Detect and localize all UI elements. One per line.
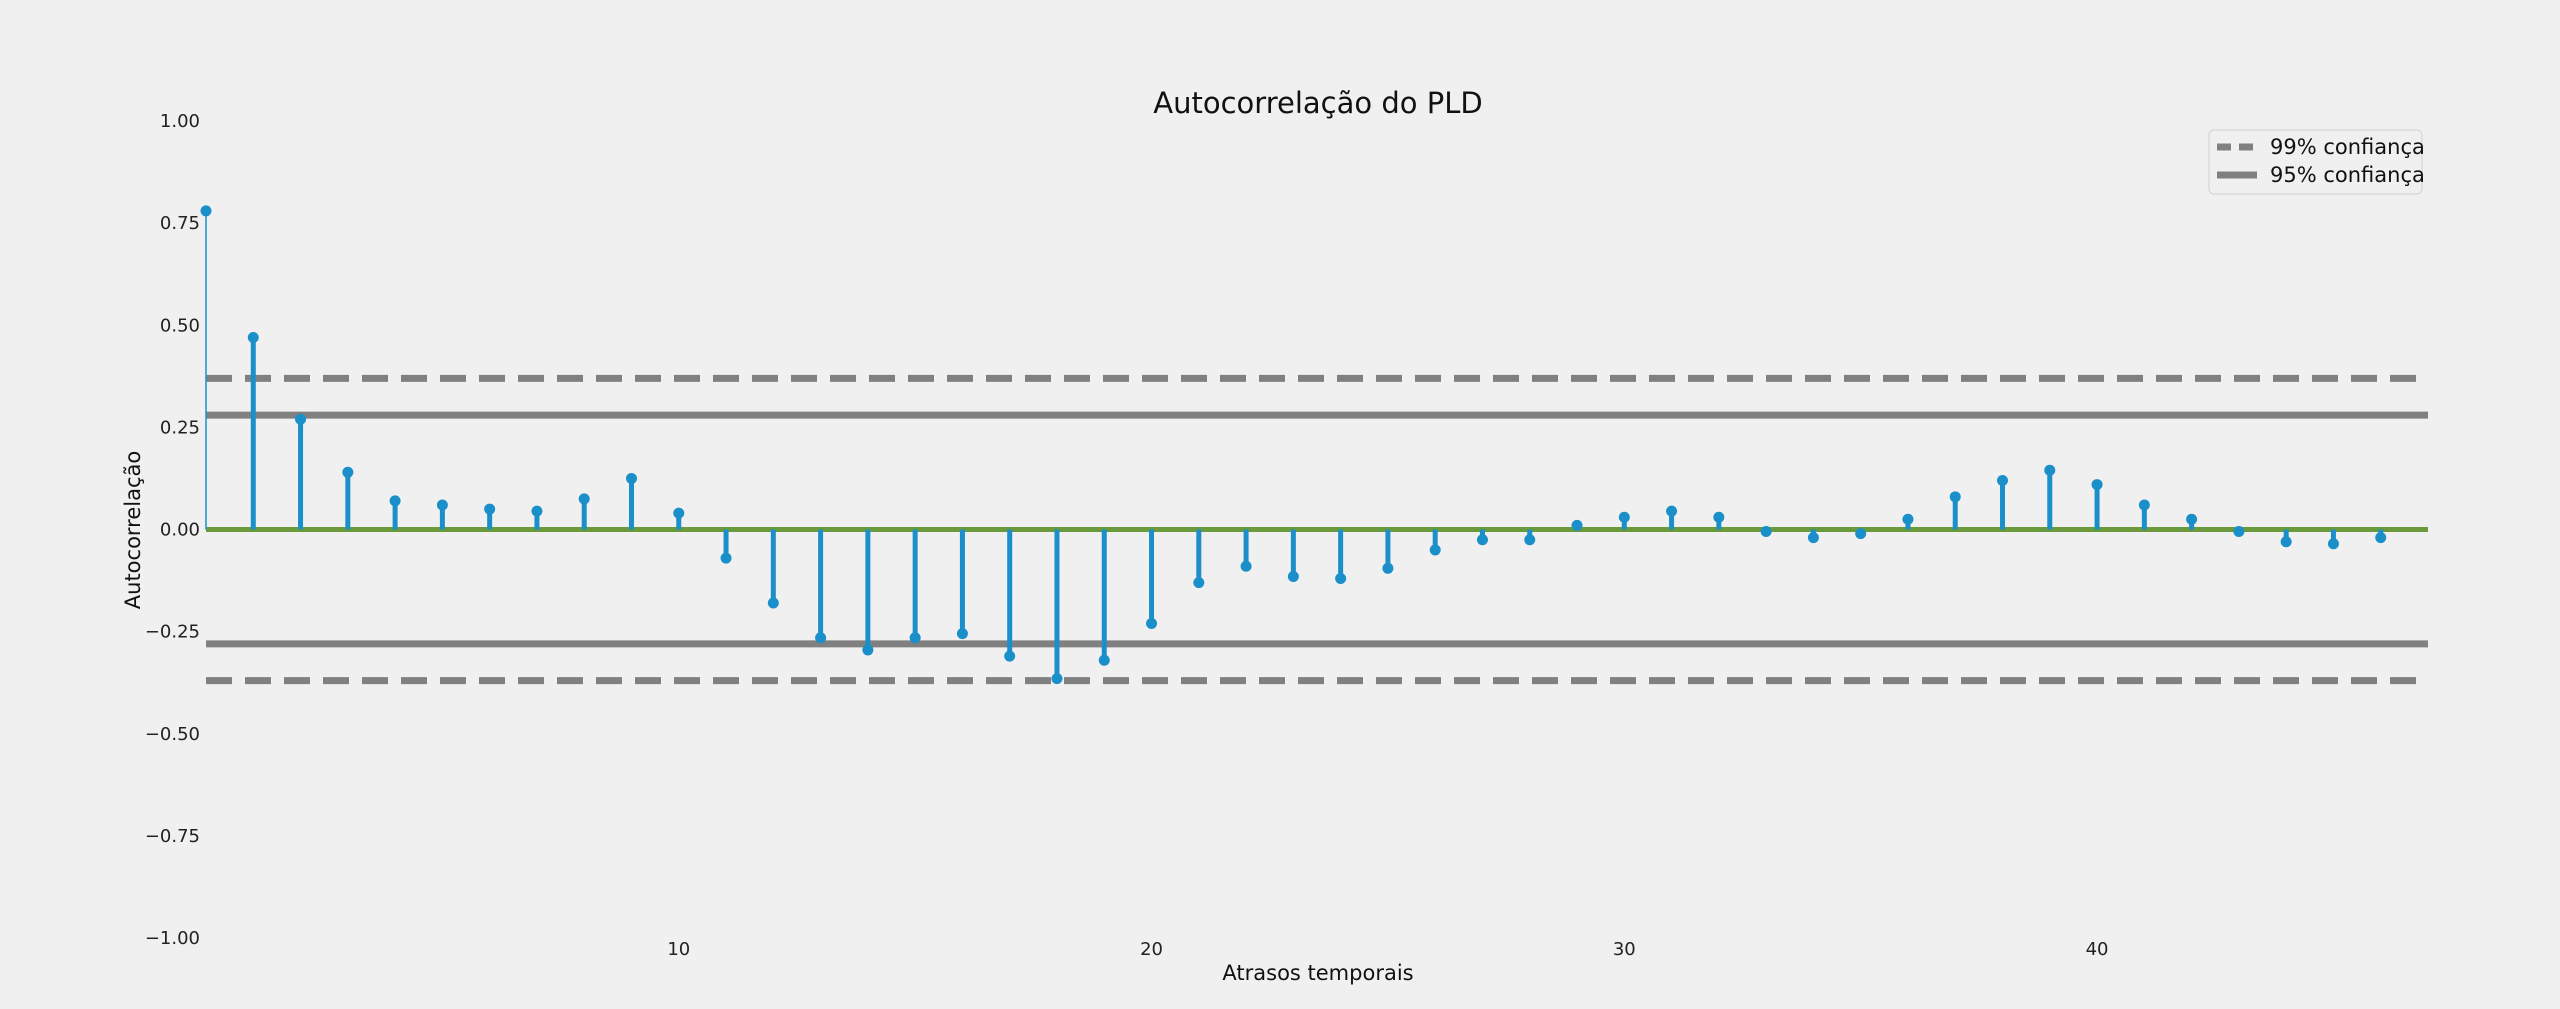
stem-marker — [1287, 570, 1299, 582]
legend-label: 95% confiança — [2270, 163, 2425, 187]
x-axis-ticks: 10 20 30 40 — [667, 939, 2108, 960]
stem-marker — [2138, 499, 2150, 511]
y-axis-title: Autocorrelação — [121, 451, 145, 609]
y-axis-ticks: 1.00 0.75 0.50 0.25 0.00 −0.25 −0.50 −0.75 −1.00 — [145, 111, 200, 949]
stem-marker — [484, 503, 496, 515]
stem-marker — [1476, 534, 1488, 546]
stem-marker — [1949, 491, 1961, 503]
stem-marker — [578, 493, 590, 505]
stem-marker — [2280, 536, 2292, 548]
y-tick-label: −1.00 — [145, 928, 200, 949]
stem-marker — [1098, 654, 1110, 666]
stem-marker — [1855, 528, 1867, 540]
stem-marker — [1666, 505, 1678, 517]
x-tick-label: 20 — [1140, 939, 1163, 960]
y-tick-label: −0.25 — [145, 622, 200, 643]
stem-marker — [1997, 474, 2009, 486]
stem-marker — [1429, 544, 1441, 556]
stem-marker — [436, 499, 448, 511]
stem-marker — [1382, 562, 1394, 574]
stem-marker — [2091, 479, 2103, 491]
stem-marker — [909, 632, 921, 644]
stem-marker — [1807, 532, 1819, 544]
x-tick-label: 10 — [667, 939, 690, 960]
y-tick-label: 0.00 — [160, 520, 200, 541]
stem-marker — [625, 472, 637, 484]
stem-marker — [2375, 532, 2387, 544]
stem-marker — [2044, 464, 2056, 476]
stem-marker — [389, 495, 401, 507]
chart-title: Autocorrelação do PLD — [1153, 86, 1482, 120]
y-tick-label: −0.75 — [145, 826, 200, 847]
stem-marker — [1524, 534, 1536, 546]
stem-marker — [1335, 573, 1347, 585]
stem-marker — [2327, 538, 2339, 550]
x-axis-title: Atrasos temporais — [1222, 961, 1413, 985]
stem-marker — [1902, 513, 1914, 525]
stem-marker — [1713, 511, 1725, 523]
legend-box — [2208, 129, 2423, 195]
stem-marker — [1240, 560, 1252, 572]
stem-marker — [767, 597, 779, 609]
y-tick-label: 0.50 — [160, 315, 200, 336]
stems — [200, 205, 2387, 685]
stem-marker — [862, 644, 874, 656]
stem-marker — [1618, 511, 1630, 523]
stem-marker — [342, 466, 354, 478]
stem-marker — [815, 632, 827, 644]
y-tick-label: 0.25 — [160, 417, 200, 438]
stem-marker — [673, 507, 685, 519]
stem-marker — [956, 628, 968, 640]
x-tick-label: 30 — [1613, 939, 1636, 960]
stem-marker — [531, 505, 543, 517]
stem-marker — [1193, 577, 1205, 589]
confidence-lines — [206, 374, 2428, 685]
y-tick-label: 0.75 — [160, 213, 200, 234]
stem-marker — [1146, 617, 1158, 629]
stem-marker — [1051, 673, 1063, 685]
y-tick-label: −0.50 — [145, 724, 200, 745]
legend-label: 99% confiança — [2270, 135, 2425, 159]
stem-marker — [720, 552, 732, 564]
legend: 99% confiança 95% confiança — [2208, 129, 2425, 195]
stem-marker — [2186, 513, 2198, 525]
y-tick-label: 1.00 — [160, 111, 200, 132]
stem-marker — [247, 332, 259, 344]
stem-marker — [2233, 526, 2245, 538]
stem-marker — [200, 205, 212, 217]
stem-marker — [1760, 526, 1772, 538]
x-tick-label: 40 — [2086, 939, 2109, 960]
stem-marker — [1004, 650, 1016, 662]
stem-marker — [295, 413, 307, 425]
stem-marker — [1571, 519, 1583, 531]
